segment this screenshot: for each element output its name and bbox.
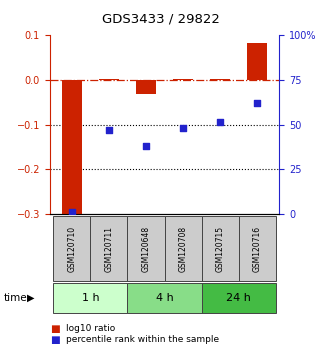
Text: ■: ■ (50, 324, 59, 333)
Bar (99, 79, 119, 80)
Point (143, 143, 149, 149)
Bar (239, 216, 275, 281)
Text: ■: ■ (50, 335, 59, 345)
Text: 4 h: 4 h (156, 293, 173, 303)
Bar (127, 283, 202, 313)
Bar (54, 216, 91, 281)
Bar (247, 44, 267, 80)
Text: GSM120715: GSM120715 (215, 225, 225, 272)
Point (217, 119, 222, 125)
Text: GSM120710: GSM120710 (67, 225, 76, 272)
Point (180, 126, 186, 131)
Point (255, 101, 260, 106)
Bar (62, 80, 82, 216)
Text: 24 h: 24 h (226, 293, 251, 303)
Text: 1 h: 1 h (82, 293, 99, 303)
Bar (202, 216, 239, 281)
Text: GSM120648: GSM120648 (142, 225, 151, 272)
Text: GDS3433 / 29822: GDS3433 / 29822 (101, 12, 220, 25)
Point (69, 210, 74, 215)
Bar (136, 80, 156, 93)
Text: log10 ratio: log10 ratio (66, 324, 115, 333)
Bar (165, 216, 202, 281)
Text: percentile rank within the sample: percentile rank within the sample (66, 335, 219, 344)
Text: GSM120708: GSM120708 (178, 225, 187, 272)
Bar (173, 79, 193, 80)
Text: time: time (3, 293, 27, 303)
Bar (210, 79, 230, 80)
Bar (202, 283, 275, 313)
Bar (91, 216, 127, 281)
Text: GSM120711: GSM120711 (104, 226, 114, 272)
Bar (54, 283, 127, 313)
Point (107, 127, 112, 133)
Bar (127, 216, 165, 281)
Text: ▶: ▶ (27, 293, 34, 303)
Text: GSM120716: GSM120716 (253, 225, 262, 272)
